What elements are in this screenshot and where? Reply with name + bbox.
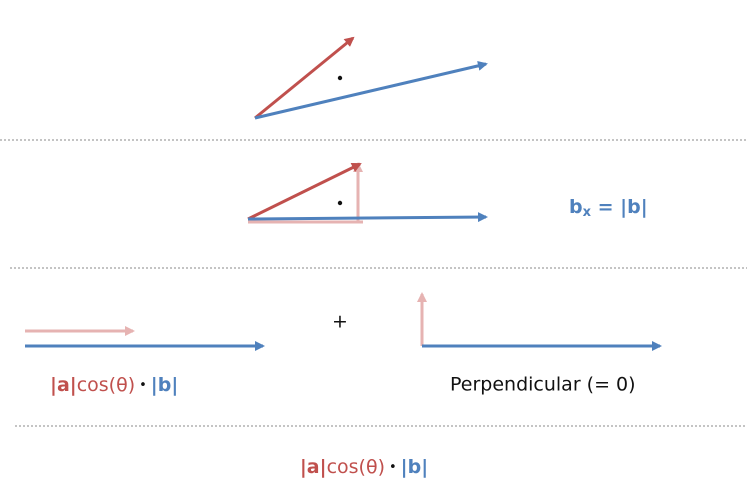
row-1 [254,36,488,120]
label-part: b [569,196,583,218]
formula-part: cos(θ) [327,456,385,478]
formula-part: • [389,460,397,475]
perpendicular-label: Perpendicular (= 0) [450,374,636,396]
formula-part: |b| [151,374,178,396]
dot-symbol [337,200,343,206]
result-formula: |a|cos(θ) • |b| [300,456,428,478]
formula: |a|cos(θ) • |b| [50,374,178,396]
vector-a [254,36,355,120]
formula-part: cos(θ) [77,374,135,396]
vector-b [254,60,488,120]
formula-part: |a| [50,374,77,396]
bx-label: bx = |b| [569,196,648,220]
vector-b [247,212,488,223]
formula-part: |b| [401,456,428,478]
row-2: bx = |b| [247,162,648,224]
row-3: + |a|cos(θ) • |b| Perpendicular (= 0) [25,292,662,396]
formula-part: |a| [300,456,327,478]
vector-a [247,162,362,221]
dot-symbol [337,75,343,81]
formula-part: • [139,378,147,393]
plus-sign: + [332,311,348,333]
label-subscript: x [583,205,592,220]
label-part: = |b| [591,196,648,218]
